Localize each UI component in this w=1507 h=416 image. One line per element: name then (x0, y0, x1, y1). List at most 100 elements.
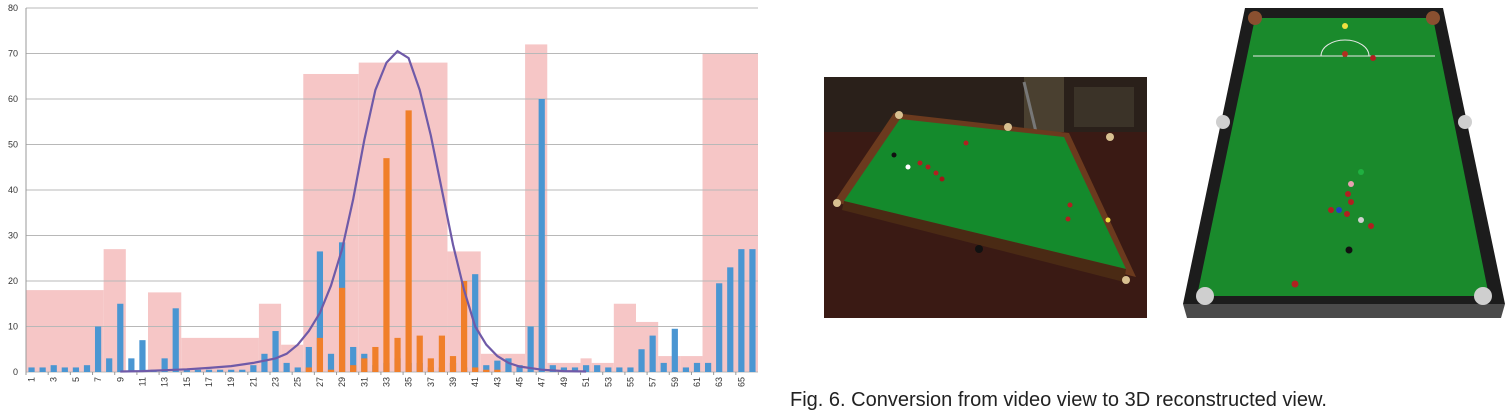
y-axis-ticks: 0 10 20 30 40 50 60 70 80 (8, 3, 18, 377)
ball-red (1067, 202, 1073, 208)
video-view-photo (824, 77, 1147, 318)
y-tick-label: 50 (8, 140, 18, 150)
pocket-top-left (895, 111, 903, 119)
bar-orange (449, 356, 457, 372)
bar-blue (128, 358, 135, 372)
bar-blue (350, 346, 357, 372)
x-tick-label: 31 (359, 377, 369, 387)
bar-blue (327, 353, 335, 372)
ball-red (1328, 207, 1334, 213)
bar-blue (261, 353, 268, 372)
x-tick-label: 5 (71, 377, 81, 382)
bar-orange (494, 369, 501, 372)
bar-blue (28, 367, 35, 372)
ball-red (1065, 216, 1071, 222)
ball-blue (1336, 207, 1342, 213)
x-tick-label: 39 (448, 377, 458, 387)
y-tick-label: 40 (8, 185, 18, 195)
ball-black (1345, 246, 1353, 254)
x-tick-label: 41 (470, 377, 480, 387)
bar-blue (693, 362, 701, 372)
y-tick-label: 10 (8, 322, 18, 332)
bar-blue (106, 358, 113, 372)
x-tick-label: 11 (137, 377, 147, 386)
pocket-bottom-middle (975, 245, 983, 253)
bar-blue (594, 365, 601, 372)
y-tick-label: 0 (13, 367, 18, 377)
bar-blue (72, 367, 80, 372)
y-tick-label: 30 (8, 231, 18, 241)
x-tick-label: 13 (160, 377, 170, 387)
bar-blue (527, 326, 534, 372)
bar-blue (228, 369, 235, 372)
bar-blue (94, 326, 102, 372)
bar-blue (194, 369, 202, 372)
background-segments (26, 44, 758, 373)
reconstructed-3d-view (1183, 4, 1505, 320)
bar-orange (372, 346, 379, 372)
x-tick-label: 9 (115, 377, 125, 382)
bar-blue (50, 365, 57, 372)
ball-red (917, 160, 923, 166)
bar-orange (416, 335, 423, 372)
ball-cue (1358, 217, 1364, 223)
ball-red (1370, 55, 1376, 61)
pocket-top-middle (1004, 123, 1012, 131)
bar-blue (704, 362, 712, 372)
pocket-top-right (1426, 11, 1440, 25)
ball-green (1358, 169, 1364, 175)
x-tick-label: 49 (559, 377, 569, 387)
pocket-middle-right (1458, 115, 1472, 129)
x-tick-label: 45 (515, 377, 525, 387)
series-blue-bars (28, 99, 756, 372)
y-tick-label: 70 (8, 49, 18, 59)
bar-orange (383, 158, 390, 372)
background-segment (591, 362, 614, 372)
bar-blue (682, 367, 690, 372)
ball-red (1291, 280, 1299, 288)
bar-blue (483, 365, 490, 372)
x-tick-label: 53 (603, 377, 613, 387)
ball-red (1368, 223, 1374, 229)
pocket-bottom-left (1196, 287, 1214, 305)
bar-orange (316, 337, 324, 372)
bar-blue (117, 303, 124, 372)
x-tick-label: 59 (670, 377, 680, 387)
x-tick-label: 55 (625, 377, 635, 387)
bar-blue (727, 267, 734, 372)
bar-blue (538, 99, 545, 372)
bar-blue (549, 365, 556, 372)
bar-blue (61, 367, 68, 372)
bar-orange (483, 369, 490, 372)
ball-pink (1348, 181, 1354, 187)
bar-blue (605, 367, 612, 372)
ball-cue (905, 164, 911, 170)
x-tick-label: 63 (714, 377, 724, 387)
x-tick-label: 1 (27, 377, 37, 382)
table-front-edge (1183, 304, 1505, 318)
series-curve (120, 49, 587, 373)
bar-orange (361, 358, 368, 372)
figure-caption: Fig. 6. Conversion from video view to 3D… (790, 389, 1327, 411)
ball-yellow (1342, 23, 1348, 29)
bar-blue (250, 365, 257, 372)
table-front-rail (842, 201, 1126, 282)
bar-orange (460, 281, 468, 372)
bar-blue (716, 283, 723, 372)
bar-blue (139, 340, 146, 372)
bar-blue (582, 365, 590, 372)
pocket-top-left (1248, 11, 1262, 25)
ball-red (1344, 211, 1350, 217)
bar-blue (494, 360, 501, 372)
ball-red (1348, 199, 1354, 205)
x-axis-ticks: 1 3 5 7 9 11 13 15 17 19 21 23 25 27 29 31 33 35 37 39 41 43 4… (25, 372, 746, 387)
bar-orange (327, 369, 335, 372)
x-tick-label: 3 (49, 377, 59, 382)
bar-blue (172, 308, 179, 372)
bar-blue (627, 367, 634, 372)
pocket-top-right (1106, 133, 1114, 141)
x-tick-label: 25 (293, 377, 303, 387)
bar-blue (516, 365, 523, 372)
pocket-bottom-right (1122, 276, 1130, 284)
bar-blue (638, 349, 645, 372)
